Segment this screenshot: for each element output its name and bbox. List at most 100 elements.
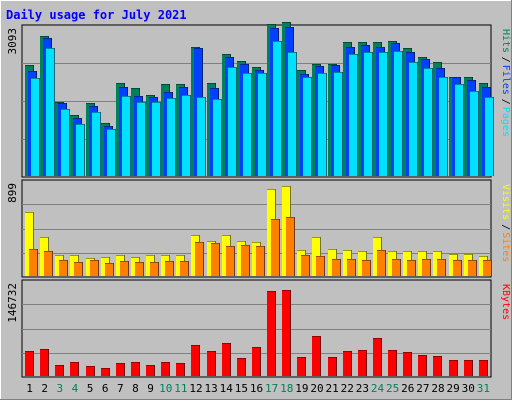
x-tick-label-16: 16 <box>250 382 263 395</box>
panel-visits-sites-bar-sites-3 <box>59 260 67 276</box>
panel-visits-sites-bar-sites-10 <box>165 261 173 276</box>
panel-kbytes-bar-kbytes-4 <box>70 362 78 376</box>
x-tick-label-30: 30 <box>462 382 475 395</box>
panel-kbytes-bar-kbytes-31 <box>479 360 487 376</box>
panel-kbytes-bar-kbytes-28 <box>433 356 441 376</box>
panel-visits-sites-legend-sites: Sites <box>500 232 511 262</box>
panel-visits-sites-bar-sites-7 <box>120 261 128 276</box>
panel-hits-files-pages-bar-pages-14 <box>228 67 236 176</box>
panel-kbytes-bar-kbytes-26 <box>403 352 411 376</box>
panel-kbytes-bar-kbytes-5 <box>86 366 94 376</box>
x-tick-label-7: 7 <box>117 382 124 395</box>
x-tick-label-10: 10 <box>159 382 172 395</box>
panel-kbytes-ymax-label: 146732 <box>6 283 19 323</box>
panel-hits-files-pages-bar-pages-6 <box>107 129 115 176</box>
panel-kbytes-bar-kbytes-16 <box>252 347 260 376</box>
panel-hits-files-pages-bar-pages-8 <box>137 102 145 176</box>
panel-hits-files-pages-legend-sep-1: / <box>500 57 511 63</box>
panel-hits-files-pages-bar-pages-31 <box>485 97 493 176</box>
panel-visits-sites-bar-sites-19 <box>301 255 309 276</box>
panel-hits-files-pages-bar-pages-17 <box>273 41 281 176</box>
panel-visits-sites-bar-sites-26 <box>407 260 415 276</box>
panel-visits-sites-bar-sites-16 <box>256 246 264 276</box>
panel-hits-files-pages-bar-pages-12 <box>197 97 205 176</box>
panel-visits-sites-border <box>21 179 492 278</box>
x-tick-label-13: 13 <box>204 382 217 395</box>
x-tick-label-26: 26 <box>401 382 414 395</box>
panel-kbytes-bar-kbytes-23 <box>358 350 366 376</box>
panel-kbytes-bar-kbytes-1 <box>25 351 33 376</box>
panel-visits-sites-bar-sites-11 <box>180 261 188 276</box>
panel-visits-sites-bar-sites-9 <box>150 262 158 276</box>
panel-hits-files-pages-legend-files: Files <box>500 65 511 95</box>
panel-hits-files-pages-bar-pages-23 <box>364 52 372 176</box>
panel-hits-files-pages-legend-hits: Hits <box>500 29 511 53</box>
panel-visits-sites-bar-sites-5 <box>90 260 98 276</box>
panel-visits-sites-bar-sites-8 <box>135 262 143 276</box>
panel-hits-files-pages-bar-pages-13 <box>213 99 221 176</box>
panel-visits-sites-bar-sites-6 <box>105 263 113 276</box>
panel-kbytes-bar-kbytes-6 <box>101 368 109 376</box>
panel-kbytes-bar-kbytes-13 <box>207 351 215 376</box>
panel-kbytes-bar-kbytes-12 <box>191 345 199 376</box>
panel-visits-sites-bar-sites-22 <box>347 259 355 276</box>
x-tick-label-25: 25 <box>386 382 399 395</box>
panel-kbytes-bar-kbytes-24 <box>373 338 381 376</box>
panel-kbytes-bar-kbytes-17 <box>267 291 275 376</box>
panel-kbytes-border <box>21 279 492 378</box>
x-tick-label-8: 8 <box>132 382 139 395</box>
panel-visits-sites-bar-sites-28 <box>437 259 445 276</box>
panel-hits-files-pages-bar-pages-27 <box>424 68 432 176</box>
panel-hits-files-pages-bar-pages-15 <box>243 73 251 176</box>
panel-visits-sites-bar-sites-25 <box>392 259 400 276</box>
panel-visits-sites-bar-sites-30 <box>468 260 476 276</box>
panel-hits-files-pages-bar-pages-26 <box>409 62 417 176</box>
panel-kbytes-bar-kbytes-29 <box>449 360 457 376</box>
x-tick-label-27: 27 <box>416 382 429 395</box>
x-tick-label-3: 3 <box>57 382 64 395</box>
x-tick-label-17: 17 <box>265 382 278 395</box>
panel-kbytes-bar-kbytes-11 <box>176 363 184 376</box>
x-tick-label-31: 31 <box>477 382 490 395</box>
panel-hits-files-pages-bar-pages-10 <box>167 98 175 176</box>
panel-hits-files-pages-bar-pages-18 <box>288 52 296 176</box>
panel-hits-files-pages-bar-pages-25 <box>394 51 402 176</box>
panel-visits-sites-bar-sites-12 <box>195 242 203 276</box>
panel-hits-files-pages-bar-pages-7 <box>122 96 130 176</box>
panel-kbytes-bar-kbytes-3 <box>55 365 63 376</box>
panel-visits-sites-bar-sites-17 <box>271 219 279 276</box>
panel-hits-files-pages-bar-pages-30 <box>470 91 478 176</box>
panel-kbytes-bar-kbytes-2 <box>40 349 48 376</box>
x-tick-label-11: 11 <box>174 382 187 395</box>
panel-visits-sites-bar-visits-1 <box>25 212 33 276</box>
panel-hits-files-pages-bar-pages-16 <box>258 73 266 176</box>
panel-visits-sites-bar-sites-2 <box>44 251 52 276</box>
panel-kbytes-bar-kbytes-25 <box>388 350 396 376</box>
panel-hits-files-pages-bar-pages-11 <box>182 95 190 176</box>
x-tick-label-6: 6 <box>102 382 109 395</box>
panel-kbytes-bar-kbytes-10 <box>161 362 169 376</box>
panel-visits-sites-bar-sites-1 <box>29 249 37 276</box>
x-tick-label-12: 12 <box>189 382 202 395</box>
panel-kbytes-legend-kbytes: KBytes <box>500 284 511 320</box>
x-tick-label-4: 4 <box>72 382 79 395</box>
panel-kbytes-bar-kbytes-19 <box>297 357 305 376</box>
panel-visits-sites-bar-sites-4 <box>74 262 82 276</box>
x-tick-label-15: 15 <box>235 382 248 395</box>
x-tick-label-5: 5 <box>87 382 94 395</box>
panel-kbytes-bar-kbytes-7 <box>116 363 124 376</box>
panel-hits-files-pages-legend-pages: Pages <box>500 107 511 137</box>
panel-hits-files-pages-bar-pages-5 <box>92 112 100 176</box>
panel-visits-sites-legend-visits: Visits <box>500 184 511 220</box>
panel-hits-files-pages-bar-pages-24 <box>379 52 387 176</box>
x-tick-label-24: 24 <box>371 382 385 395</box>
x-tick-label-1: 1 <box>26 382 33 395</box>
panel-hits-files-pages-bar-pages-19 <box>303 77 311 176</box>
panel-hits-files-pages-bar-pages-9 <box>152 102 160 176</box>
panel-hits-files-pages-legend-sep-2: / <box>500 99 511 105</box>
panel-kbytes-bar-kbytes-27 <box>418 355 426 376</box>
panel-visits-sites-bar-sites-24 <box>377 250 385 276</box>
panel-visits-sites-bar-sites-29 <box>453 260 461 276</box>
